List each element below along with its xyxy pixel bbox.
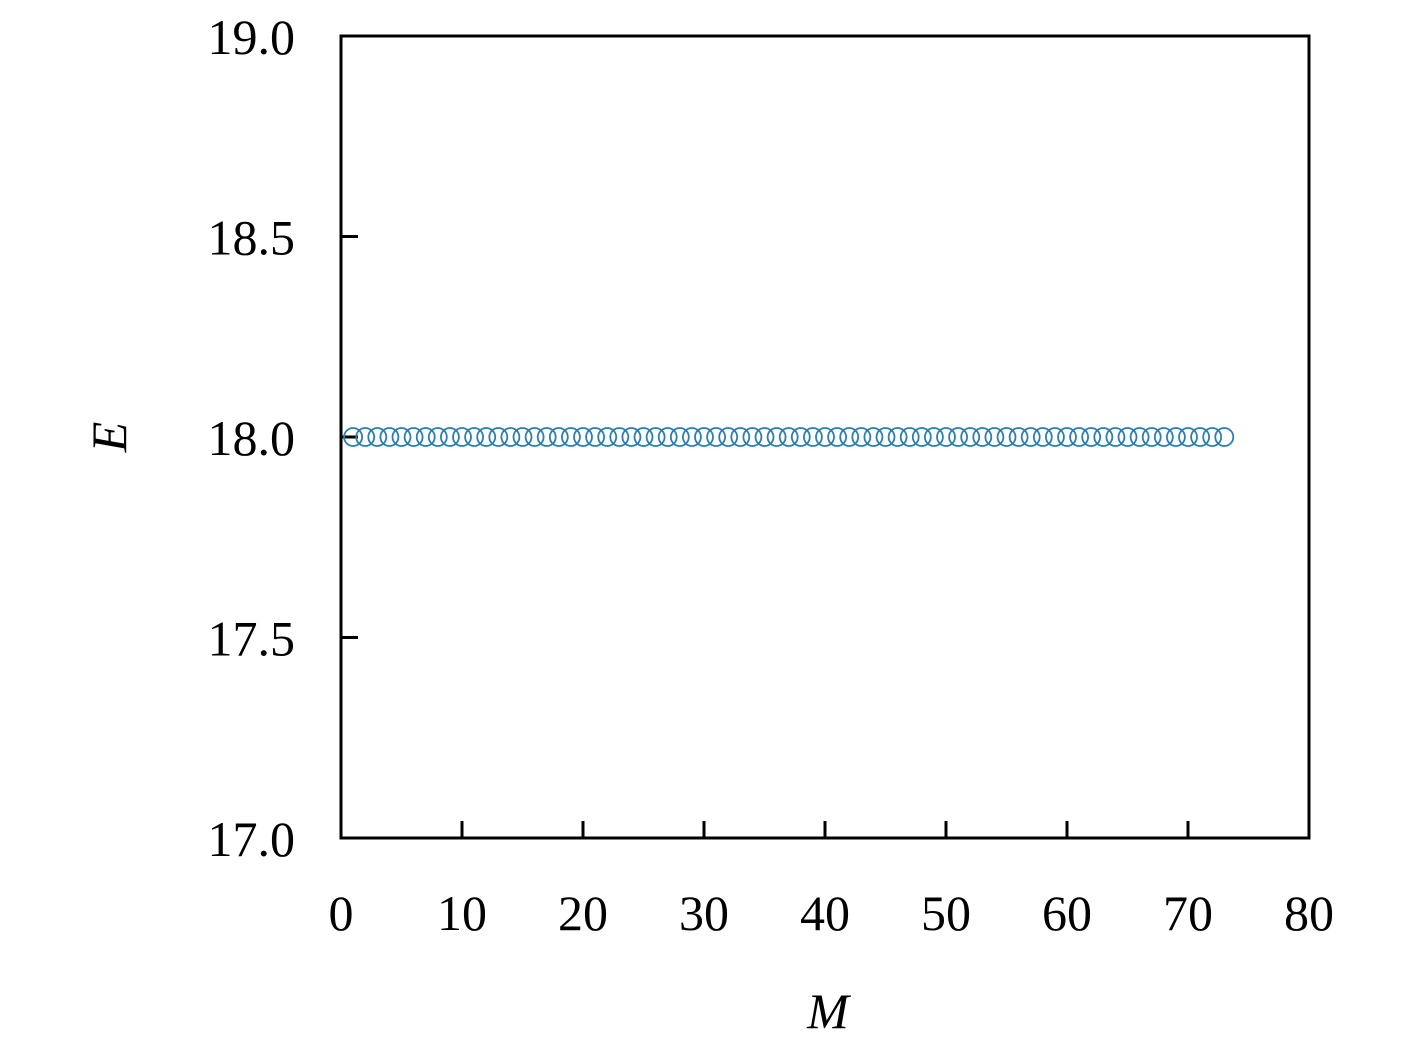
point (488, 427, 509, 447)
point (1153, 427, 1174, 447)
point (609, 427, 630, 447)
point (778, 427, 799, 447)
x-tick-label: 40 (800, 885, 850, 941)
point (633, 427, 654, 447)
point (391, 427, 412, 447)
y-tick-label: 18.0 (208, 410, 296, 466)
point (452, 427, 472, 447)
point (936, 427, 956, 447)
y-tick-label: 17.0 (208, 811, 296, 867)
point (1105, 427, 1126, 447)
point (948, 427, 968, 447)
point (839, 427, 860, 447)
point (996, 427, 1017, 447)
point (730, 427, 751, 447)
point (500, 427, 521, 447)
y-tick-label: 17.5 (208, 611, 296, 667)
point (972, 427, 993, 447)
point (536, 427, 557, 447)
point (706, 427, 726, 447)
point (1214, 427, 1235, 447)
x-tick-label: 30 (679, 885, 729, 941)
point (1057, 427, 1077, 447)
point (815, 427, 835, 447)
point (657, 427, 678, 447)
x-tick-label: 70 (1163, 885, 1213, 941)
plot-frame (339, 34, 1311, 840)
y-axis-label: E (81, 422, 137, 454)
point (645, 427, 666, 447)
point (669, 427, 690, 447)
point (464, 427, 485, 447)
point (1081, 427, 1102, 447)
point (355, 427, 376, 447)
x-tick-label: 80 (1284, 885, 1334, 941)
point (1166, 427, 1186, 447)
point (415, 427, 436, 447)
point (911, 427, 932, 447)
point (1045, 427, 1065, 447)
point (694, 427, 714, 447)
point (1093, 427, 1114, 447)
x-tick-label: 0 (329, 885, 354, 941)
point (1069, 427, 1089, 447)
point (754, 427, 775, 447)
point (887, 427, 908, 447)
point (851, 427, 872, 447)
point (1202, 427, 1223, 447)
point (803, 427, 823, 447)
point (1178, 427, 1198, 447)
x-axis-label: M (806, 983, 851, 1039)
point (827, 427, 847, 447)
point (548, 427, 569, 447)
point (1129, 427, 1150, 447)
point (403, 427, 424, 447)
point (875, 427, 896, 447)
point (899, 427, 920, 447)
point (367, 427, 388, 447)
point (343, 427, 364, 447)
point (1032, 427, 1053, 447)
point (790, 427, 811, 447)
point (924, 427, 944, 447)
point (621, 427, 642, 447)
point (1117, 427, 1138, 447)
y-tick-label: 19.0 (208, 9, 296, 65)
x-tick-label: 50 (921, 885, 971, 941)
y-tick-label: 18.5 (208, 210, 296, 266)
point (512, 427, 533, 447)
point (573, 427, 593, 447)
point (1020, 427, 1041, 447)
x-tick-label: 20 (558, 885, 608, 941)
point (524, 427, 545, 447)
point (1008, 427, 1029, 447)
point (427, 427, 448, 447)
point (1141, 427, 1162, 447)
point (742, 427, 763, 447)
point (682, 427, 702, 447)
point (561, 427, 581, 447)
point (379, 427, 400, 447)
point (1190, 427, 1210, 447)
point (960, 427, 981, 447)
point (439, 427, 460, 447)
point (718, 427, 739, 447)
x-tick-label: 60 (1042, 885, 1092, 941)
point (984, 427, 1005, 447)
point (766, 427, 787, 447)
point (476, 427, 497, 447)
x-tick-label: 10 (437, 885, 487, 941)
point (585, 427, 605, 447)
point (863, 427, 884, 447)
point (597, 427, 618, 447)
